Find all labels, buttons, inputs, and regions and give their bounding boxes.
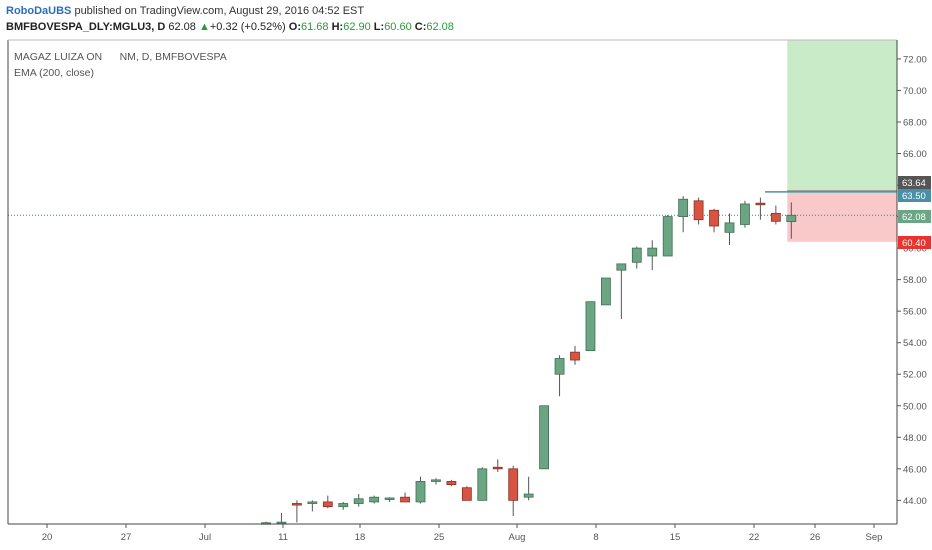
price-tick-label: 58.00 xyxy=(903,275,927,286)
candle-body xyxy=(431,479,441,482)
candle-body xyxy=(369,496,380,503)
price-label-tag xyxy=(898,176,931,189)
time-tick-label: 18 xyxy=(355,532,366,543)
time-tick-label: 11 xyxy=(278,532,288,543)
high-value: 62.90 xyxy=(343,21,371,33)
time-tick-label: Aug xyxy=(509,532,526,543)
price-label-text: 63.50 xyxy=(902,191,926,202)
series-legend: MAGAZ LUIZA ON NM, D, BMFBOVESPA xyxy=(14,51,227,63)
open-label: O: xyxy=(288,21,301,33)
candle-body xyxy=(678,198,689,217)
candle-body xyxy=(601,277,611,306)
price-tick-label: 66.00 xyxy=(903,149,927,160)
time-tick-label: Jul xyxy=(199,532,211,543)
indicator-legend: EMA (200, close) xyxy=(14,67,94,79)
price-tick-label: 46.00 xyxy=(903,464,927,475)
candle-body xyxy=(461,487,472,501)
price-tick-label: 72.00 xyxy=(903,54,927,65)
candle-body xyxy=(446,481,457,485)
high-label: H: xyxy=(331,21,344,33)
price-label-text: 62.08 xyxy=(902,212,926,223)
candle-body xyxy=(276,521,287,525)
price-tick-label: 56.00 xyxy=(903,307,927,318)
price-tick-label: 44.00 xyxy=(903,496,927,507)
price-tick-label: 60.00 xyxy=(903,244,927,255)
candle-body xyxy=(477,468,488,501)
candle-body xyxy=(508,468,519,501)
price-tick-label: 50.00 xyxy=(903,401,927,412)
candle-body xyxy=(353,498,364,504)
candle-body xyxy=(338,503,349,508)
chart-frame xyxy=(7,39,898,525)
price-tick-label: 52.00 xyxy=(903,370,927,381)
candle-body xyxy=(662,216,673,257)
price-change: +0.32 (+0.52%) xyxy=(209,21,286,33)
candles xyxy=(261,196,797,525)
time-tick-label: 20 xyxy=(42,532,53,543)
open-value: 61.68 xyxy=(301,21,329,33)
candle-body xyxy=(291,503,302,506)
candle-body xyxy=(786,214,797,223)
candle-body xyxy=(755,202,766,206)
time-axis[interactable]: 20 27 Jul 11 18 25 Aug 8 15 22 26 Sep xyxy=(42,524,883,543)
candle-body xyxy=(492,466,503,470)
price-label-tag xyxy=(898,189,931,202)
time-tick-label: 25 xyxy=(434,532,445,543)
candle-body xyxy=(647,247,658,257)
low-value: 60.60 xyxy=(384,21,412,33)
candle-body xyxy=(570,351,580,361)
price-label-tag xyxy=(898,236,931,249)
publish-info: RoboDaUBS published on TradingView.com, … xyxy=(6,5,364,17)
price-label-text: 63.64 xyxy=(902,178,926,189)
symbol-name[interactable]: BMFBOVESPA_DLY:MGLU3, D xyxy=(6,21,166,33)
price-label-tag xyxy=(898,210,931,223)
chart-header: RoboDaUBS published on TradingView.com, … xyxy=(0,0,932,38)
candle-body xyxy=(415,481,426,503)
time-tick-label: 15 xyxy=(670,532,681,543)
time-tick-label: 26 xyxy=(810,532,821,543)
candle-body xyxy=(307,501,318,504)
stop-zone[interactable] xyxy=(787,192,897,242)
low-label: L: xyxy=(373,21,385,33)
author-link[interactable]: RoboDaUBS xyxy=(6,5,72,17)
candle-body xyxy=(384,497,395,500)
candle-body xyxy=(740,203,750,225)
candle-body xyxy=(616,263,627,271)
price-tick-label: 54.00 xyxy=(903,338,927,349)
up-arrow-icon: ▲ xyxy=(198,21,210,33)
position-zones[interactable] xyxy=(765,40,897,242)
last-price: 62.08 xyxy=(168,21,196,33)
candle-body xyxy=(693,200,704,221)
price-axis[interactable]: 44.00 46.00 48.00 50.00 52.00 54.00 56.00 58.00… xyxy=(897,54,931,507)
publish-text: published on TradingView.com, August 29,… xyxy=(71,5,365,17)
price-tick-label: 70.00 xyxy=(903,86,927,97)
target-zone[interactable] xyxy=(787,40,897,193)
price-tick-label: 48.00 xyxy=(903,433,927,444)
candle-body xyxy=(523,493,534,498)
time-tick-label: 22 xyxy=(749,532,760,543)
chart-background xyxy=(0,38,932,550)
candle-body xyxy=(554,358,565,375)
candle-body xyxy=(724,222,735,233)
candle-body xyxy=(400,496,410,503)
candle-body xyxy=(539,405,549,470)
candle-body xyxy=(585,301,596,351)
candle-body xyxy=(770,213,781,222)
close-label: C: xyxy=(414,21,427,33)
time-tick-label: 27 xyxy=(121,532,132,543)
time-tick-label: 8 xyxy=(593,532,598,543)
price-tick-label: 68.00 xyxy=(903,117,927,128)
candle-body xyxy=(631,247,642,263)
time-tick-label: Sep xyxy=(866,532,883,543)
close-value: 62.08 xyxy=(426,21,454,33)
candle-body xyxy=(709,209,719,227)
symbol-info: BMFBOVESPA_DLY:MGLU3, D 62.08 ▲+0.32 (+0… xyxy=(6,21,454,33)
price-label-text: 60.40 xyxy=(902,238,926,249)
candle-body xyxy=(322,501,333,508)
